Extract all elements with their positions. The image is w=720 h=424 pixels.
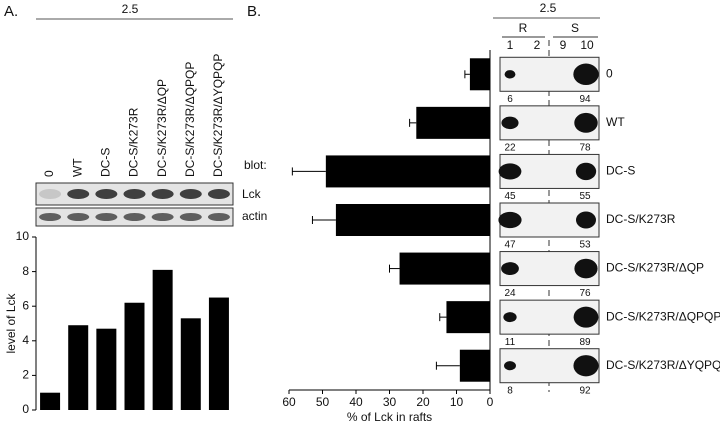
bar <box>152 269 173 410</box>
x-axis-label: % of Lck in rafts <box>347 410 432 424</box>
row-label: 0 <box>606 66 613 80</box>
band <box>573 63 599 86</box>
band <box>39 213 62 221</box>
x-tick-label: 20 <box>416 395 430 409</box>
row-label: WT <box>606 115 625 129</box>
bar <box>469 58 490 91</box>
lane-label: WT <box>70 158 84 177</box>
row-label: DC-S/K273R/ΔYQPQP <box>606 358 720 372</box>
y-axis-label: level of Lck <box>4 292 18 353</box>
band <box>503 312 517 323</box>
lane-label: 2 <box>534 38 541 52</box>
band <box>573 355 599 377</box>
bar <box>459 349 490 382</box>
y-tick-label: 8 <box>22 264 29 278</box>
band <box>498 211 522 229</box>
band <box>151 189 174 199</box>
band <box>574 258 598 279</box>
band <box>95 213 118 221</box>
panel-header: 2.5 <box>122 2 139 16</box>
band <box>575 211 597 229</box>
bar <box>325 155 490 188</box>
y-tick-label: 0 <box>22 402 29 416</box>
x-tick-label: 50 <box>316 395 330 409</box>
panel-label: B. <box>247 3 261 20</box>
band <box>123 213 146 221</box>
band <box>498 163 522 180</box>
percent-label: 53 <box>579 240 591 251</box>
bar <box>124 302 145 410</box>
lane-label: 10 <box>580 38 594 52</box>
percent-label: 94 <box>579 94 591 105</box>
percent-label: 89 <box>579 337 591 348</box>
lane-label: DC-S <box>99 148 113 177</box>
lane-label: 9 <box>560 38 567 52</box>
band <box>573 306 599 328</box>
percent-label: 11 <box>505 337 516 348</box>
bar <box>416 106 490 139</box>
lane-label: DC-S/K273R <box>127 107 141 177</box>
percent-label: 55 <box>579 191 591 202</box>
bar <box>399 252 490 285</box>
percent-label: 78 <box>579 142 591 153</box>
band <box>501 116 519 130</box>
group-label: R <box>519 21 528 35</box>
y-tick-label: 2 <box>22 368 29 382</box>
x-tick-label: 0 <box>487 395 494 409</box>
band <box>207 189 230 199</box>
band <box>67 213 90 221</box>
lane-label: DC-S/K273R/ΔQPQP <box>183 62 197 177</box>
band <box>504 361 516 371</box>
band <box>504 70 516 79</box>
percent-label: 92 <box>579 385 591 396</box>
row-label: DC-S <box>606 164 635 178</box>
percent-label: 76 <box>579 288 591 299</box>
lane-label: 1 <box>507 38 514 52</box>
blot-name: Lck <box>242 187 262 201</box>
bar <box>40 392 61 410</box>
bar <box>180 318 201 410</box>
row-label: DC-S/K273R/ΔQPQP <box>606 309 720 323</box>
y-tick-label: 10 <box>16 229 30 243</box>
band <box>575 162 597 181</box>
y-tick-label: 6 <box>22 298 29 312</box>
x-tick-label: 60 <box>282 395 296 409</box>
y-tick-label: 4 <box>22 333 29 347</box>
band <box>574 112 598 133</box>
blot-label: blot: <box>244 158 267 172</box>
bar <box>446 301 490 334</box>
band <box>207 213 230 221</box>
panel-label: A. <box>4 3 18 20</box>
percent-label: 22 <box>504 142 516 153</box>
bar <box>208 297 229 410</box>
row-label: DC-S/K273R/ΔQP <box>606 261 704 275</box>
lane-label: DC-S/K273R/ΔQP <box>155 79 169 177</box>
band <box>179 189 202 199</box>
lane-label: 0 <box>42 170 56 177</box>
band <box>39 189 62 199</box>
x-tick-label: 40 <box>349 395 363 409</box>
band <box>501 262 519 275</box>
percent-label: 8 <box>507 385 513 396</box>
band <box>151 213 174 221</box>
percent-label: 6 <box>507 94 513 105</box>
bar <box>68 325 89 410</box>
group-label: S <box>571 21 579 35</box>
x-tick-label: 30 <box>383 395 397 409</box>
band <box>95 189 118 199</box>
bar <box>96 328 117 410</box>
band <box>179 213 202 221</box>
bar <box>335 204 490 236</box>
percent-label: 45 <box>504 191 516 202</box>
percent-label: 24 <box>504 288 516 299</box>
blot-name: actin <box>242 209 267 223</box>
x-tick-label: 10 <box>450 395 464 409</box>
band <box>67 189 90 199</box>
percent-label: 47 <box>504 240 516 251</box>
panel-header: 2.5 <box>540 1 557 15</box>
lane-label: DC-S/K273R/ΔYQPQP <box>211 54 225 177</box>
row-label: DC-S/K273R <box>606 212 676 226</box>
band <box>123 189 146 199</box>
